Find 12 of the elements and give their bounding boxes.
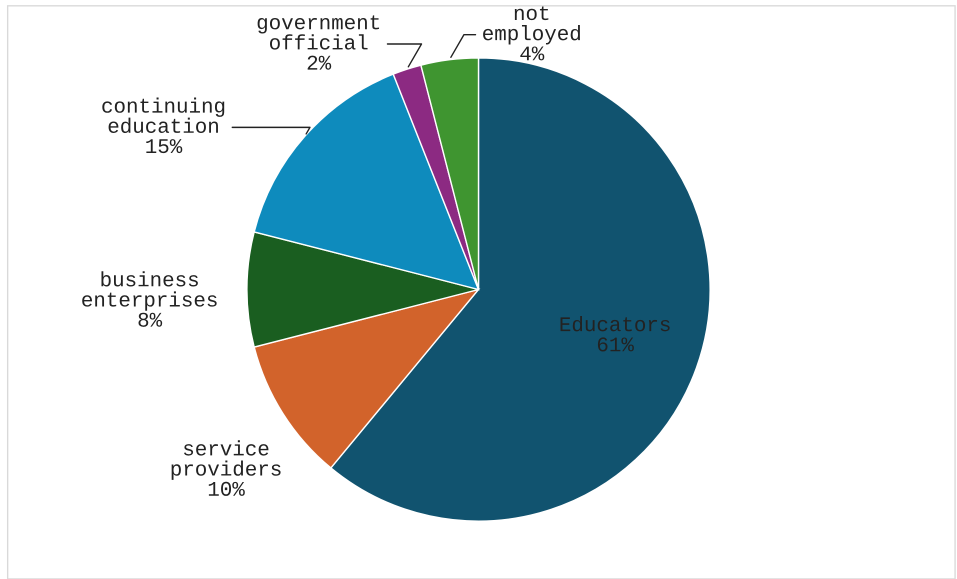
data-label: 4% [520,46,544,60]
data-label: 8% [138,312,162,327]
slice-label: continuing education [102,97,224,134]
slice-label: Educators [560,316,670,332]
slice-label: not employed [483,6,580,44]
data-label: 61% [598,337,634,352]
data-label: 15% [146,139,182,154]
data-label: 10% [208,482,245,496]
slice-label: government official [258,15,380,50]
data-label: 2% [308,56,332,70]
slice-label: business enterprises [82,271,217,311]
slice-label: service providers [172,440,281,480]
